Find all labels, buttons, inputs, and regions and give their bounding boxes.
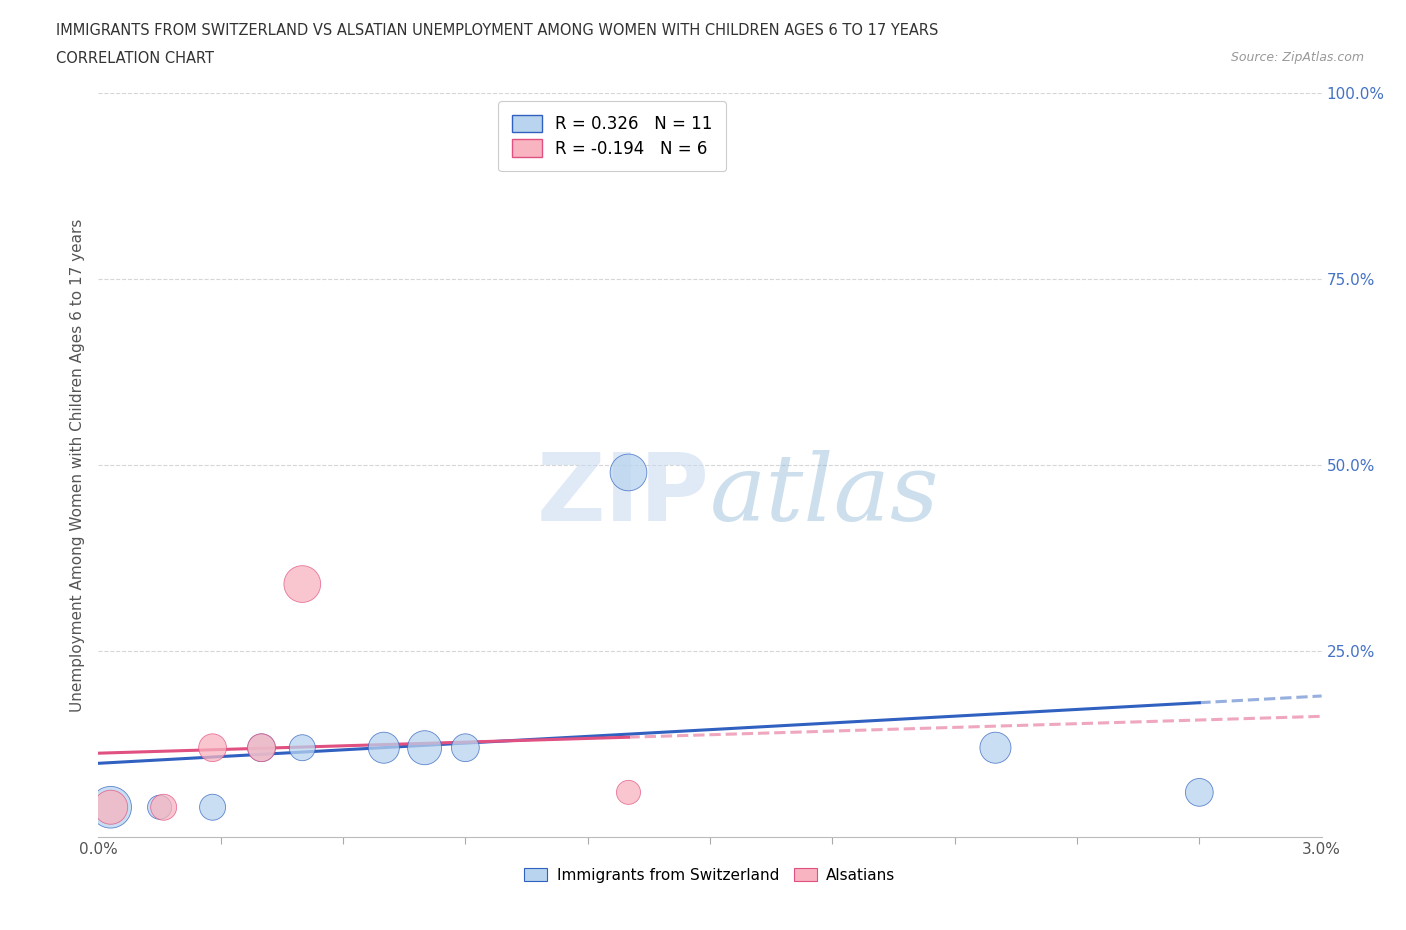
Text: IMMIGRANTS FROM SWITZERLAND VS ALSATIAN UNEMPLOYMENT AMONG WOMEN WITH CHILDREN A: IMMIGRANTS FROM SWITZERLAND VS ALSATIAN … [56, 23, 939, 38]
Text: CORRELATION CHART: CORRELATION CHART [56, 51, 214, 66]
Point [1188, 785, 1211, 800]
Point [291, 740, 314, 755]
Point [454, 740, 477, 755]
Text: ZIP: ZIP [537, 449, 710, 540]
Point [149, 800, 172, 815]
Point [100, 800, 122, 815]
Point [413, 740, 436, 755]
Point [291, 577, 314, 591]
Point [373, 740, 395, 755]
Point [100, 800, 122, 815]
Text: Source: ZipAtlas.com: Source: ZipAtlas.com [1230, 51, 1364, 64]
Point [984, 740, 1007, 755]
Point [250, 740, 273, 755]
Point [201, 740, 224, 755]
Point [617, 785, 640, 800]
Point [152, 800, 174, 815]
Text: atlas: atlas [710, 450, 939, 539]
Point [250, 740, 273, 755]
Legend: Immigrants from Switzerland, Alsatians: Immigrants from Switzerland, Alsatians [519, 861, 901, 889]
Y-axis label: Unemployment Among Women with Children Ages 6 to 17 years: Unemployment Among Women with Children A… [69, 219, 84, 711]
Point [617, 465, 640, 480]
Point [201, 800, 224, 815]
